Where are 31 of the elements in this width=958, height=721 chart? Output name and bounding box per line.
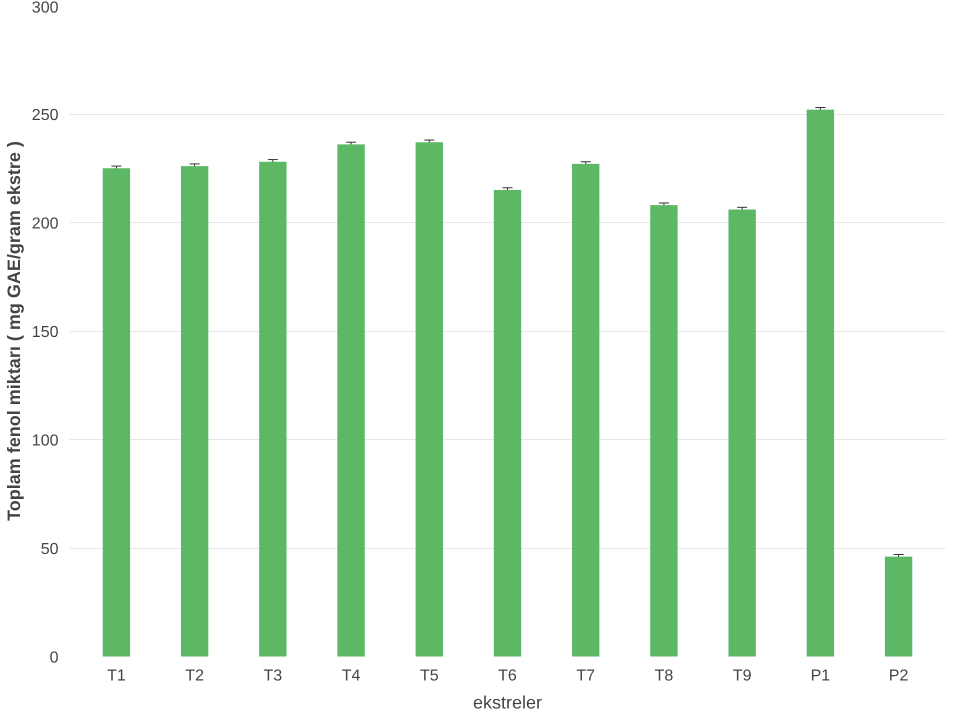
bar bbox=[416, 142, 443, 656]
x-tick-label: T4 bbox=[342, 668, 361, 684]
x-tick-label: P1 bbox=[810, 668, 830, 684]
y-axis-title: Toplam fenol miktarı ( mg GAE/gram ekstre ) bbox=[4, 141, 24, 521]
x-tick-label: P2 bbox=[888, 668, 908, 684]
x-tick-label: T2 bbox=[185, 668, 204, 684]
y-tick-label: 250 bbox=[32, 107, 59, 124]
bar bbox=[728, 209, 756, 656]
y-tick-label: 150 bbox=[32, 324, 59, 341]
y-tick-label: 100 bbox=[32, 432, 59, 450]
bar bbox=[259, 162, 287, 656]
bar bbox=[180, 166, 208, 656]
x-axis-title: ekstreler bbox=[472, 692, 542, 712]
y-tick-label: 300 bbox=[32, 0, 59, 16]
x-tick-label: T6 bbox=[498, 668, 517, 684]
x-tick-label: T9 bbox=[732, 668, 752, 684]
x-tick-label: T8 bbox=[654, 668, 674, 684]
x-tick-label: T1 bbox=[107, 668, 126, 684]
bar bbox=[650, 205, 678, 656]
bar bbox=[572, 164, 600, 656]
y-tick-label: 50 bbox=[40, 541, 59, 558]
x-tick-label: T7 bbox=[576, 668, 596, 684]
bar bbox=[806, 110, 834, 656]
bar bbox=[884, 556, 912, 656]
x-tick-label: T5 bbox=[420, 668, 439, 684]
bar bbox=[494, 190, 522, 656]
y-tick-label: 0 bbox=[50, 650, 59, 666]
bar bbox=[102, 168, 130, 656]
y-tick-label: 200 bbox=[32, 216, 59, 232]
bar bbox=[337, 144, 365, 656]
x-tick-label: T3 bbox=[264, 668, 282, 684]
